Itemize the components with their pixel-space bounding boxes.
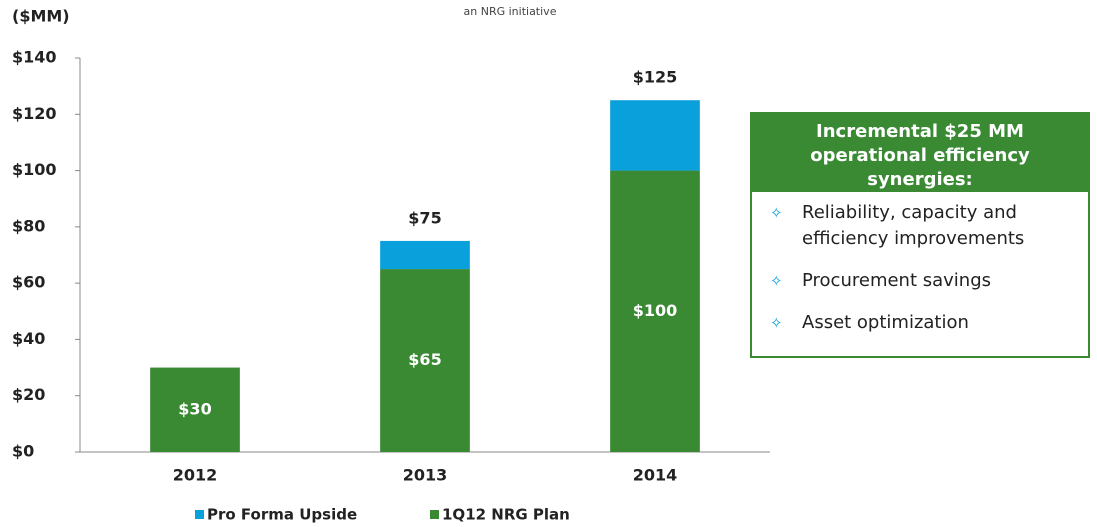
data-label: $65 — [408, 350, 441, 369]
total-label: $125 — [633, 68, 678, 87]
bar-segment — [610, 170, 700, 453]
total-label: $75 — [408, 208, 441, 227]
bullet: Asset optimization — [770, 310, 1078, 336]
chart-title: an NRG initiative — [464, 5, 557, 18]
y-tick-label: $80 — [12, 216, 45, 235]
annotation-box: Incremental $25 MM operational efficienc… — [750, 112, 1090, 358]
bar-segment — [380, 240, 470, 270]
y-tick-label: $100 — [12, 160, 57, 179]
y-tick-label: $20 — [12, 385, 45, 404]
x-tick-label: 2012 — [173, 466, 218, 485]
bar-segment — [610, 100, 700, 171]
x-tick-label: 2014 — [633, 466, 678, 485]
y-tick-label: $0 — [12, 442, 34, 461]
legend-swatch — [430, 510, 439, 519]
bullet-list: Reliability, capacity and efficiency imp… — [752, 192, 1088, 336]
legend-label: Pro Forma Upside — [207, 506, 357, 524]
legend-swatch — [195, 510, 204, 519]
bullet: Procurement savings — [770, 268, 1078, 294]
y-axis-label: ($MM) — [12, 7, 70, 26]
legend-label: 1Q12 NRG Plan — [442, 506, 570, 524]
y-tick-label: $140 — [12, 48, 57, 67]
x-tick-label: 2013 — [403, 466, 448, 485]
bar-segment — [150, 367, 240, 452]
bullet: Reliability, capacity and efficiency imp… — [770, 200, 1078, 252]
y-tick-label: $120 — [12, 104, 57, 123]
y-tick-label: $40 — [12, 329, 45, 348]
data-label: $100 — [633, 301, 678, 320]
bar-segment — [380, 269, 470, 452]
annotation-title: Incremental $25 MM operational efficienc… — [752, 114, 1088, 192]
data-label: $30 — [178, 399, 211, 418]
y-tick-label: $60 — [12, 273, 45, 292]
